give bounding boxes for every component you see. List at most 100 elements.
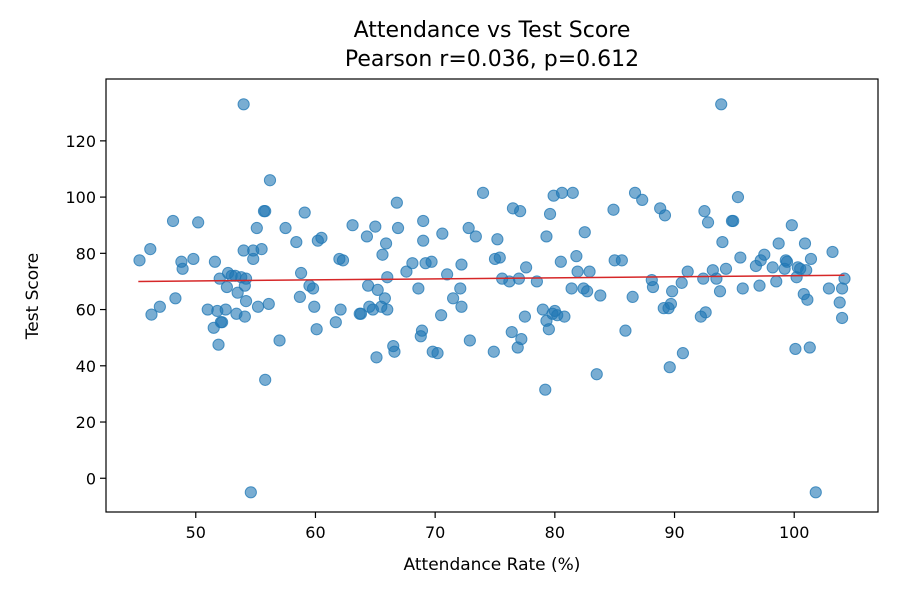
data-point-51 xyxy=(308,300,321,313)
y-tick-label-0: 0 xyxy=(86,469,96,488)
y-tick-label-60: 60 xyxy=(76,301,96,320)
trend-line xyxy=(138,274,845,283)
data-point-9 xyxy=(192,216,205,229)
data-point-50 xyxy=(306,282,320,295)
data-point-100 xyxy=(476,186,490,199)
data-point-168 xyxy=(719,262,733,275)
data-point-79 xyxy=(400,265,413,278)
data-point-43 xyxy=(273,334,286,347)
data-point-172 xyxy=(734,251,747,264)
data-point-130 xyxy=(566,186,579,199)
data-point-45 xyxy=(290,235,303,249)
data-point-195 xyxy=(809,486,822,499)
data-point-91 xyxy=(436,227,449,240)
data-point-87 xyxy=(425,255,438,268)
data-point-159 xyxy=(697,272,710,285)
data-point-31 xyxy=(239,272,253,285)
data-point-154 xyxy=(666,285,679,298)
data-point-98 xyxy=(463,334,476,347)
data-point-55 xyxy=(329,316,342,329)
data-point-81 xyxy=(412,282,425,295)
data-point-67 xyxy=(370,351,383,364)
data-point-139 xyxy=(607,203,620,216)
y-axis-ticks: 0 20 40 60 80 100 120 xyxy=(65,132,106,488)
data-point-165 xyxy=(713,285,727,298)
x-tick-label-60: 60 xyxy=(305,523,325,542)
data-point-73 xyxy=(381,271,394,284)
data-point-200 xyxy=(835,311,849,325)
data-point-199 xyxy=(835,282,849,295)
data-point-96 xyxy=(455,300,468,313)
data-point-59 xyxy=(346,219,359,232)
chart-subtitle: Pearson r=0.036, p=0.612 xyxy=(345,47,639,72)
data-point-117 xyxy=(539,383,552,396)
data-point-184 xyxy=(785,219,798,232)
data-point-103 xyxy=(491,233,504,246)
data-point-191 xyxy=(800,264,813,277)
data-point-143 xyxy=(626,290,639,304)
data-point-12 xyxy=(208,255,222,268)
data-point-2 xyxy=(145,308,158,321)
data-point-112 xyxy=(515,332,528,346)
x-tick-label-100: 100 xyxy=(779,523,810,542)
y-tick-label-20: 20 xyxy=(76,413,96,432)
data-point-126 xyxy=(554,255,567,268)
data-point-74 xyxy=(381,303,394,316)
data-point-160 xyxy=(698,205,711,218)
data-point-3 xyxy=(153,300,166,313)
y-tick-label-120: 120 xyxy=(65,132,96,151)
data-point-18 xyxy=(219,303,232,316)
data-point-78 xyxy=(391,221,405,235)
data-point-147 xyxy=(646,280,660,294)
data-point-46 xyxy=(293,290,306,304)
data-point-58 xyxy=(336,254,350,267)
data-point-95 xyxy=(455,258,468,271)
data-point-29 xyxy=(238,310,251,323)
data-point-41 xyxy=(262,297,275,311)
data-point-70 xyxy=(376,248,389,261)
chart-title: Attendance vs Test Score xyxy=(354,18,631,43)
data-point-54 xyxy=(315,231,328,244)
data-point-89 xyxy=(431,347,444,360)
data-point-192 xyxy=(801,293,814,306)
data-point-35 xyxy=(250,221,263,235)
data-point-48 xyxy=(298,206,311,219)
data-point-97 xyxy=(462,221,475,235)
data-point-61 xyxy=(354,307,368,320)
data-point-157 xyxy=(681,265,694,278)
data-point-36 xyxy=(251,300,265,313)
data-point-39 xyxy=(259,205,272,218)
data-point-177 xyxy=(758,248,771,261)
data-point-153 xyxy=(664,297,678,311)
data-point-196 xyxy=(822,282,836,295)
data-point-138 xyxy=(594,289,607,302)
data-point-83 xyxy=(415,324,429,337)
data-point-170 xyxy=(727,214,740,228)
data-point-52 xyxy=(310,323,323,336)
data-point-44 xyxy=(279,221,292,235)
data-point-42 xyxy=(263,174,277,187)
data-point-94 xyxy=(454,282,467,295)
data-point-198 xyxy=(833,296,846,309)
data-point-183 xyxy=(780,255,794,268)
data-point-66 xyxy=(369,220,382,233)
data-point-7 xyxy=(176,262,189,275)
data-point-30 xyxy=(239,295,253,308)
x-axis-label: Attendance Rate (%) xyxy=(404,555,581,575)
data-point-57 xyxy=(334,303,347,316)
data-point-142 xyxy=(619,324,632,337)
data-point-68 xyxy=(371,283,384,296)
data-point-8 xyxy=(187,252,200,266)
data-point-76 xyxy=(388,345,401,358)
data-point-131 xyxy=(570,250,583,263)
data-point-120 xyxy=(542,323,555,336)
data-point-175 xyxy=(753,279,766,292)
data-point-156 xyxy=(676,347,690,360)
data-point-136 xyxy=(583,265,596,278)
data-point-166 xyxy=(715,98,728,111)
data-point-167 xyxy=(716,235,729,249)
data-point-4 xyxy=(166,214,180,228)
data-point-179 xyxy=(770,275,783,288)
data-point-111 xyxy=(514,205,527,218)
